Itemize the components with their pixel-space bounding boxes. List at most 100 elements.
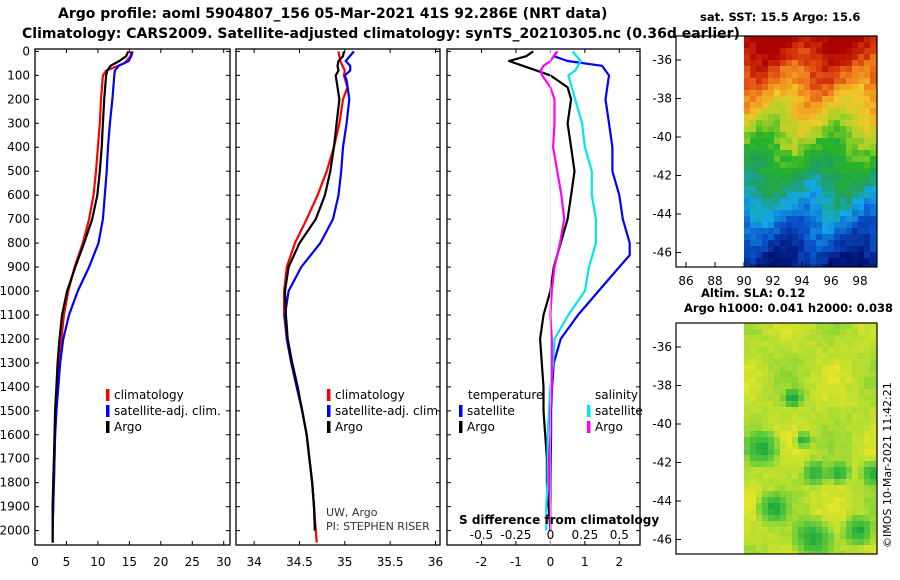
sla-cell	[762, 329, 768, 335]
sst-cell	[840, 126, 846, 132]
sla-cell	[780, 413, 786, 419]
sst-cell	[804, 42, 810, 48]
sst-cell	[810, 180, 816, 186]
sst-cell	[852, 126, 858, 132]
sla-cell	[774, 443, 780, 449]
sla-cell	[816, 533, 822, 539]
sst-cell	[804, 186, 810, 192]
sla-cell	[798, 473, 804, 479]
sst-cell	[870, 36, 876, 42]
sst-cell	[864, 36, 870, 42]
sla-cell	[864, 359, 870, 365]
map-y-tick-label: -44	[652, 207, 672, 221]
sla-cell	[864, 371, 870, 377]
sst-cell	[846, 216, 852, 222]
sla-cell	[786, 551, 792, 554]
sla-cell	[768, 389, 774, 395]
sst-cell	[846, 114, 852, 120]
sla-cell	[834, 401, 840, 407]
sst-cell	[786, 54, 792, 60]
sla-cell	[768, 503, 774, 509]
sst-cell	[840, 84, 846, 90]
sst-cell	[870, 60, 876, 66]
sla-cell	[822, 551, 828, 554]
sla-cell	[744, 389, 750, 395]
sst-cell	[828, 246, 834, 252]
sla-cell	[816, 551, 822, 554]
sst-cell	[768, 192, 774, 198]
sla-cell	[798, 437, 804, 443]
sla-cell	[768, 467, 774, 473]
sla-cell	[864, 527, 870, 533]
sla-cell	[822, 455, 828, 461]
sst-cell	[744, 132, 750, 138]
sla-cell	[810, 377, 816, 383]
sst-cell	[822, 48, 828, 54]
sst-cell	[762, 60, 768, 66]
sla-cell	[816, 377, 822, 383]
sst-cell	[780, 114, 786, 120]
sla-cell	[774, 341, 780, 347]
sst-cell	[828, 138, 834, 144]
sla-cell	[816, 323, 822, 329]
sla-cell	[798, 455, 804, 461]
sst-cell	[864, 48, 870, 54]
sst-cell	[744, 186, 750, 192]
sst-cell	[756, 102, 762, 108]
sst-cell	[804, 102, 810, 108]
sla-cell	[786, 479, 792, 485]
sla-cell	[774, 413, 780, 419]
sst-cell	[780, 126, 786, 132]
sst-map-title: sat. SST: 15.5 Argo: 15.6	[700, 10, 860, 24]
sst-cell	[864, 120, 870, 126]
sst-cell	[870, 216, 876, 222]
sst-cell	[798, 90, 804, 96]
sla-cell	[834, 437, 840, 443]
sla-cell	[870, 353, 876, 359]
sst-cell	[768, 126, 774, 132]
sst-cell	[852, 222, 858, 228]
sst-cell	[786, 84, 792, 90]
sla-cell	[834, 359, 840, 365]
sst-cell	[774, 42, 780, 48]
sst-cell	[834, 186, 840, 192]
legend-label-climatology: climatology	[335, 388, 405, 402]
sst-cell	[834, 174, 840, 180]
sla-cell	[786, 401, 792, 407]
sla-cell	[828, 323, 834, 329]
sla-cell	[834, 497, 840, 503]
legend-swatch-satellite	[106, 405, 110, 417]
sst-cell	[798, 174, 804, 180]
sla-cell	[864, 473, 870, 479]
sst-cell	[804, 126, 810, 132]
sst-cell	[858, 204, 864, 210]
sst-cell	[834, 36, 840, 42]
sla-cell	[750, 455, 756, 461]
sla-cell	[774, 455, 780, 461]
sst-cell	[870, 138, 876, 144]
sst-cell	[870, 48, 876, 54]
sst-cell	[798, 54, 804, 60]
sst-cell	[744, 228, 750, 234]
sla-cell	[804, 347, 810, 353]
secondary-x-tick-label: -0.5	[470, 528, 493, 542]
sst-cell	[864, 108, 870, 114]
sst-cell	[858, 222, 864, 228]
sst-cell	[786, 216, 792, 222]
map-x-tick-label: 94	[794, 274, 809, 288]
sst-cell	[804, 132, 810, 138]
sst-cell	[816, 168, 822, 174]
sst-cell	[756, 258, 762, 264]
sla-cell	[852, 407, 858, 413]
sla-cell	[864, 449, 870, 455]
sla-cell	[810, 347, 816, 353]
sst-cell	[810, 132, 816, 138]
sla-cell	[768, 443, 774, 449]
sla-cell	[816, 413, 822, 419]
sla-cell	[822, 323, 828, 329]
sla-cell	[750, 461, 756, 467]
sst-cell	[798, 246, 804, 252]
sla-cell	[804, 389, 810, 395]
sst-cell	[774, 144, 780, 150]
sla-cell	[804, 473, 810, 479]
